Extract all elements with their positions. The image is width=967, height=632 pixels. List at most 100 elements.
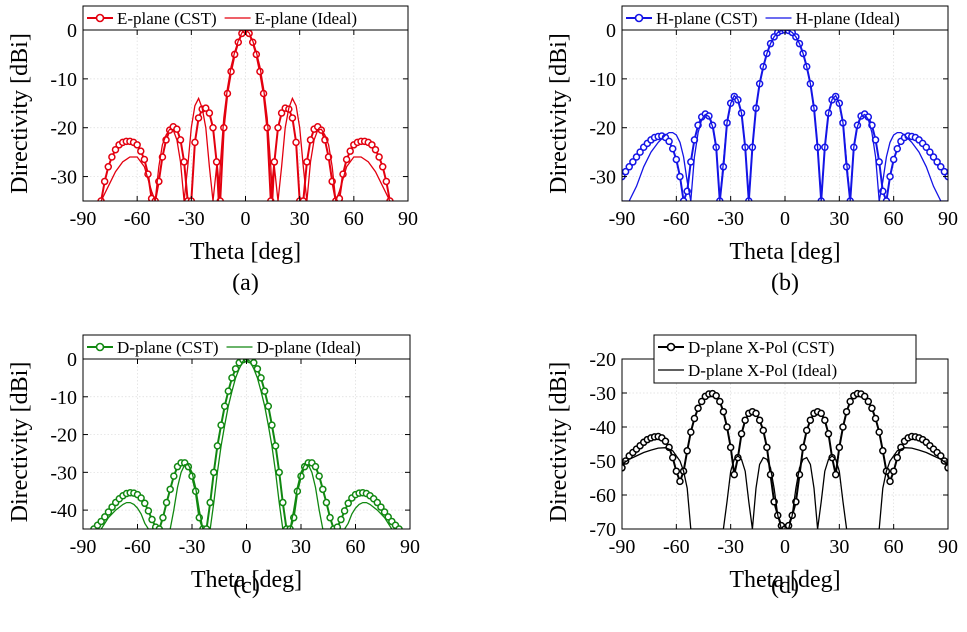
x-tick-label: 30 — [829, 536, 849, 558]
x-tick-label: 60 — [884, 208, 904, 230]
x-tick-label: -60 — [124, 536, 151, 558]
data-point — [176, 136, 185, 144]
x-axis-label: Theta [deg] — [190, 239, 301, 265]
data-point — [817, 409, 825, 418]
y-tick-label: -30 — [589, 167, 616, 189]
x-axis-label: Theta [deg] — [191, 567, 302, 593]
data-point — [137, 147, 145, 155]
series-1 — [100, 30, 391, 201]
data-point — [940, 167, 948, 176]
data-point — [315, 472, 323, 480]
legend-entry: D-plane (CST) — [117, 338, 219, 357]
data-point — [220, 402, 229, 410]
data-point — [306, 136, 315, 144]
panel-caption: (d) — [771, 573, 799, 599]
data-point — [889, 467, 898, 475]
x-tick-label: 30 — [290, 208, 310, 230]
legend: D-plane (CST) D-plane (Ideal) — [82, 334, 411, 360]
y-tick-label: -40 — [589, 417, 616, 439]
data-point — [846, 397, 854, 406]
legend: H-plane (CST) H-plane (Ideal) — [621, 5, 949, 31]
data-point — [835, 443, 844, 452]
data-point — [625, 163, 633, 171]
data-point — [333, 523, 342, 529]
data-point — [676, 172, 684, 181]
x-tick-label: -60 — [663, 536, 690, 558]
data-point — [180, 158, 188, 166]
y-axis-label: Directivity [dBi] — [546, 362, 572, 523]
data-point — [206, 498, 214, 507]
data-point — [730, 470, 739, 479]
y-tick-label: -70 — [589, 519, 616, 541]
data-point — [879, 447, 887, 455]
data-point — [752, 409, 760, 418]
legend-entry: E-plane (Ideal) — [255, 9, 357, 28]
data-point — [726, 443, 735, 452]
data-point — [922, 143, 931, 152]
data-point — [839, 423, 847, 431]
y-tick-label: -50 — [589, 451, 616, 473]
data-point — [622, 167, 630, 176]
chart-panel-c: -90 -60 -30 0 30 60 90 0 -10 -20 -30 -40 Theta [deg]… — [7, 334, 420, 599]
x-tick-label: 60 — [346, 536, 366, 558]
x-tick-label: 0 — [780, 208, 790, 230]
x-tick-label: 90 — [938, 208, 958, 230]
data-point — [191, 138, 199, 147]
data-point — [734, 453, 742, 462]
data-point — [148, 515, 156, 524]
data-point — [375, 153, 383, 161]
data-point — [806, 416, 815, 424]
data-point — [228, 374, 236, 382]
legend-box — [653, 334, 917, 384]
x-tick-label: -90 — [609, 536, 636, 558]
data-point — [173, 125, 181, 133]
x-tick-label: 90 — [398, 208, 418, 230]
data-point — [202, 525, 211, 529]
data-point — [687, 428, 695, 436]
y-axis-label: Directivity [dBi] — [546, 33, 572, 194]
legend-marker — [666, 342, 676, 352]
data-point — [108, 153, 116, 161]
data-point — [270, 158, 279, 166]
data-point — [210, 468, 218, 477]
data-point — [155, 525, 164, 529]
data-point — [636, 148, 644, 156]
x-tick-label: -30 — [717, 536, 744, 558]
data-point — [759, 426, 768, 435]
data-point — [140, 155, 149, 164]
data-point — [277, 109, 286, 117]
data-point — [842, 407, 851, 416]
x-tick-label: -30 — [179, 536, 206, 558]
x-axis-label: Theta [deg] — [729, 239, 840, 265]
y-tick-label: -20 — [589, 118, 616, 140]
data-point — [668, 144, 677, 153]
series-0 — [622, 389, 948, 529]
data-point — [886, 477, 894, 486]
y-tick-label: -30 — [589, 383, 616, 405]
data-point — [194, 114, 203, 122]
legend: E-plane (CST) E-plane (Ideal) — [82, 5, 409, 31]
data-point — [104, 508, 113, 516]
data-point — [224, 387, 233, 395]
data-point — [882, 197, 891, 201]
data-point — [871, 414, 880, 423]
data-point — [378, 163, 387, 171]
data-point — [268, 421, 276, 429]
data-point — [275, 468, 283, 477]
data-point — [299, 197, 308, 201]
data-point — [755, 416, 764, 424]
x-tick-label: -30 — [717, 208, 744, 230]
data-point — [868, 404, 876, 413]
data-point — [205, 109, 214, 117]
y-tick-label: 0 — [67, 349, 77, 371]
x-tick-label: -90 — [70, 536, 97, 558]
data-point — [260, 387, 269, 395]
data-point — [257, 374, 265, 382]
y-tick-label: -20 — [589, 349, 616, 371]
x-tick-label: -90 — [609, 208, 636, 230]
data-point — [279, 498, 287, 507]
x-tick-label: -60 — [124, 208, 151, 230]
data-point — [170, 472, 178, 480]
data-point — [687, 158, 695, 166]
